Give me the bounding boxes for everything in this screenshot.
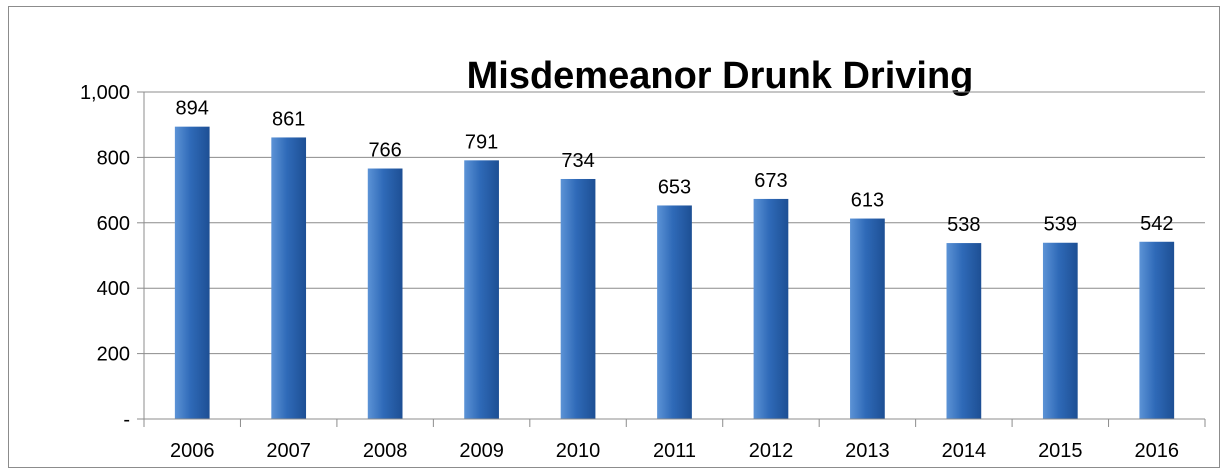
- bar: [174, 126, 210, 420]
- y-tick-label: 200: [97, 344, 130, 366]
- bar: [464, 160, 499, 419]
- x-tick-label: 2009: [459, 440, 504, 462]
- data-label: 894: [176, 98, 209, 120]
- axes: [143, 92, 1205, 420]
- y-tick-label: 400: [97, 278, 130, 300]
- x-tick-label: 2011: [653, 440, 696, 462]
- data-label: 673: [754, 170, 787, 192]
- y-tick-label: -: [123, 409, 130, 431]
- x-tick-label: 2008: [363, 440, 408, 462]
- data-label: 538: [947, 214, 980, 236]
- y-axis-ticks: - 200 400 600 800 1,000: [80, 82, 144, 431]
- bar: [367, 168, 403, 419]
- x-tick-label: 2006: [170, 440, 215, 462]
- bar: [1042, 242, 1078, 419]
- data-labels: 894 861 766 791 734 653 673 613 538 539 542: [176, 98, 1174, 236]
- y-tick-label: 1,000: [80, 82, 130, 104]
- bar: [753, 198, 789, 419]
- chart-title: Misdemeanor Drunk Driving: [467, 55, 974, 97]
- x-tick-label: 2007: [266, 440, 311, 462]
- bar: [271, 137, 307, 419]
- x-tick-label: 2014: [942, 440, 987, 462]
- data-label: 542: [1140, 213, 1173, 235]
- data-label: 861: [272, 108, 305, 130]
- bar: [850, 218, 885, 419]
- bar: [1139, 241, 1175, 419]
- data-label: 734: [561, 150, 594, 172]
- x-tick-label: 2012: [749, 440, 794, 462]
- y-tick-label: 600: [97, 213, 130, 235]
- x-axis-ticks: 2006 2007 2008 2009 2010 2011 2012 2013 2014 2015…: [143, 419, 1206, 462]
- bar: [946, 243, 982, 419]
- x-tick-label: 2010: [556, 440, 601, 462]
- data-label: 791: [465, 131, 498, 153]
- bars: [174, 126, 1175, 420]
- x-tick-label: 2015: [1038, 440, 1083, 462]
- bar: [560, 178, 596, 419]
- x-tick-label: 2013: [845, 440, 890, 462]
- x-tick-label: 2016: [1135, 440, 1180, 462]
- bar: [657, 205, 692, 419]
- y-tick-label: 800: [97, 147, 130, 169]
- data-label: 539: [1044, 214, 1077, 236]
- chart-frame: [8, 6, 1220, 468]
- data-label: 766: [368, 140, 401, 162]
- data-label: 613: [851, 190, 884, 212]
- data-label: 653: [658, 176, 691, 198]
